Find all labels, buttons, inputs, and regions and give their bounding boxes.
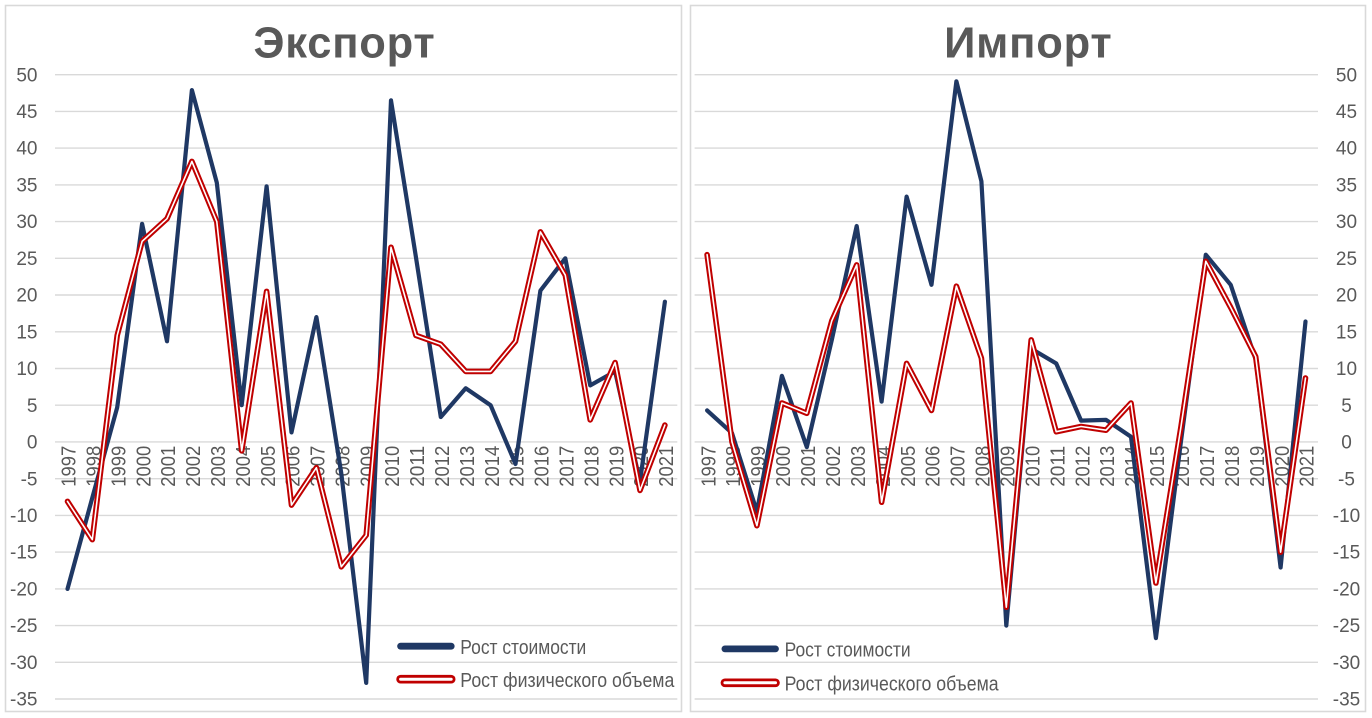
svg-text:20: 20 — [16, 286, 37, 307]
svg-text:10: 10 — [16, 359, 37, 380]
svg-text:20: 20 — [1336, 286, 1357, 307]
svg-text:2002: 2002 — [822, 446, 845, 487]
svg-text:Импорт: Импорт — [944, 20, 1112, 68]
svg-text:30: 30 — [1336, 212, 1357, 233]
svg-text:Рост физического объема: Рост физического объема — [460, 670, 675, 692]
svg-text:-15: -15 — [1333, 543, 1360, 564]
svg-text:2012: 2012 — [431, 446, 454, 487]
svg-text:2021: 2021 — [1296, 446, 1319, 487]
svg-text:2016: 2016 — [531, 446, 554, 487]
svg-text:2011: 2011 — [1046, 446, 1069, 487]
svg-text:2013: 2013 — [1096, 446, 1119, 487]
svg-text:2015: 2015 — [1146, 446, 1169, 487]
svg-text:0: 0 — [27, 433, 38, 454]
svg-text:1997: 1997 — [697, 446, 720, 487]
svg-text:-20: -20 — [10, 580, 37, 601]
svg-text:Рост физического объема: Рост физического объема — [785, 674, 1000, 696]
svg-text:25: 25 — [16, 249, 37, 270]
svg-text:35: 35 — [16, 176, 37, 197]
svg-text:Рост стоимости: Рост стоимости — [460, 637, 586, 659]
svg-text:2018: 2018 — [580, 446, 603, 487]
svg-text:-5: -5 — [21, 469, 38, 490]
svg-text:45: 45 — [16, 102, 37, 123]
svg-text:40: 40 — [1336, 139, 1357, 160]
svg-text:50: 50 — [1336, 65, 1357, 86]
svg-text:-35: -35 — [10, 690, 37, 711]
svg-text:-25: -25 — [10, 616, 37, 637]
svg-text:2010: 2010 — [1021, 446, 1044, 487]
svg-text:15: 15 — [16, 322, 37, 343]
svg-text:2005: 2005 — [257, 446, 280, 487]
svg-text:5: 5 — [1341, 396, 1352, 417]
svg-text:2019: 2019 — [605, 446, 628, 487]
svg-text:2009: 2009 — [997, 446, 1020, 487]
svg-text:15: 15 — [1336, 322, 1357, 343]
svg-text:2006: 2006 — [922, 446, 945, 487]
svg-text:-25: -25 — [1333, 616, 1360, 637]
svg-text:2002: 2002 — [182, 446, 205, 487]
svg-text:40: 40 — [16, 139, 37, 160]
svg-text:2018: 2018 — [1221, 446, 1244, 487]
svg-text:25: 25 — [1336, 249, 1357, 270]
svg-text:45: 45 — [1336, 102, 1357, 123]
svg-text:2003: 2003 — [847, 446, 870, 487]
svg-text:-5: -5 — [1338, 469, 1355, 490]
svg-text:-35: -35 — [1333, 690, 1360, 711]
svg-text:0: 0 — [1341, 433, 1352, 454]
svg-text:Экспорт: Экспорт — [253, 20, 435, 68]
svg-text:-10: -10 — [10, 506, 37, 527]
svg-text:-10: -10 — [1333, 506, 1360, 527]
svg-text:2011: 2011 — [406, 446, 429, 487]
svg-text:-20: -20 — [1333, 580, 1360, 601]
svg-text:2003: 2003 — [207, 446, 230, 487]
svg-text:2010: 2010 — [381, 446, 404, 487]
svg-text:-30: -30 — [10, 653, 37, 674]
svg-text:-30: -30 — [1333, 653, 1360, 674]
svg-text:2000: 2000 — [132, 446, 155, 487]
svg-text:2021: 2021 — [655, 446, 678, 487]
svg-text:10: 10 — [1336, 359, 1357, 380]
svg-text:2000: 2000 — [772, 446, 795, 487]
svg-text:2019: 2019 — [1246, 446, 1269, 487]
svg-text:2005: 2005 — [897, 446, 920, 487]
svg-text:5: 5 — [27, 396, 38, 417]
svg-text:35: 35 — [1336, 176, 1357, 197]
svg-text:2014: 2014 — [481, 446, 504, 487]
svg-text:50: 50 — [16, 65, 37, 86]
svg-text:2017: 2017 — [1196, 446, 1219, 487]
svg-text:1999: 1999 — [107, 446, 130, 487]
svg-text:-15: -15 — [10, 543, 37, 564]
svg-text:30: 30 — [16, 212, 37, 233]
svg-text:2004: 2004 — [232, 446, 255, 487]
svg-text:2012: 2012 — [1071, 446, 1094, 487]
svg-text:2007: 2007 — [947, 446, 970, 487]
svg-text:2017: 2017 — [556, 446, 579, 487]
svg-text:2001: 2001 — [797, 446, 820, 487]
svg-text:2013: 2013 — [456, 446, 479, 487]
svg-text:Рост стоимости: Рост стоимости — [785, 640, 911, 662]
svg-text:2001: 2001 — [157, 446, 180, 487]
svg-text:1997: 1997 — [58, 446, 81, 487]
